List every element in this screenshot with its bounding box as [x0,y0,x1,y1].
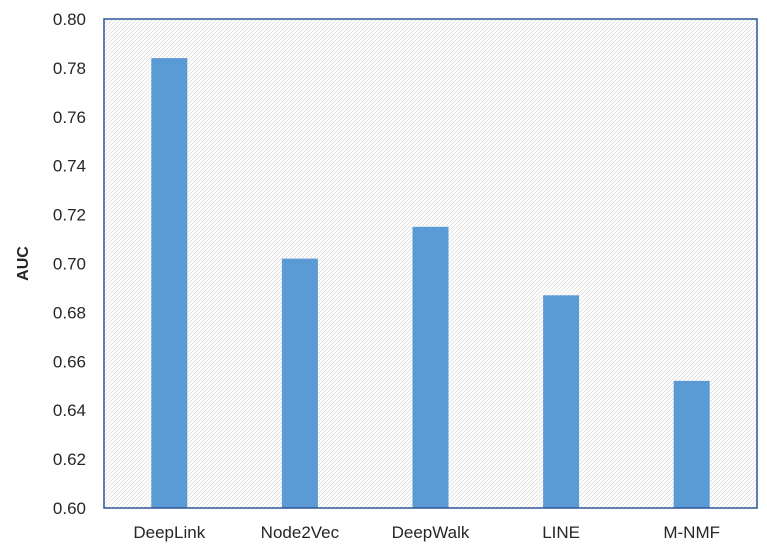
bar-deepwalk [412,226,449,508]
x-category-label: Node2Vec [261,523,340,542]
x-category-label: DeepLink [133,523,205,542]
y-tick-label: 0.68 [53,303,86,322]
bar-line [543,295,580,508]
y-tick-label: 0.72 [53,206,86,225]
y-tick-label: 0.76 [53,108,86,127]
plot-area-frame [103,18,758,509]
y-tick-label: 0.74 [53,157,86,176]
bar-node2vec [281,258,318,508]
y-axis-ticks: 0.60 0.62 0.64 0.66 0.68 0.70 0.72 0.74 0.76 0.78… [53,10,86,518]
y-tick-label: 0.80 [53,10,86,29]
bar-deeplink [151,58,188,509]
bars [151,58,710,509]
y-tick-label: 0.70 [53,255,86,274]
y-tick-label: 0.64 [53,401,86,420]
x-axis-labels: DeepLink Node2Vec DeepWalk LINE M-NMF [133,523,720,542]
x-category-label: DeepWalk [392,523,470,542]
bar-m-nmf [673,380,710,508]
y-tick-label: 0.66 [53,352,86,371]
y-axis-title: AUC [15,246,32,281]
y-tick-label: 0.60 [53,499,86,518]
y-tick-label: 0.62 [53,450,86,469]
y-tick-label: 0.78 [53,59,86,78]
x-category-label: M-NMF [663,523,720,542]
x-category-label: LINE [542,523,580,542]
